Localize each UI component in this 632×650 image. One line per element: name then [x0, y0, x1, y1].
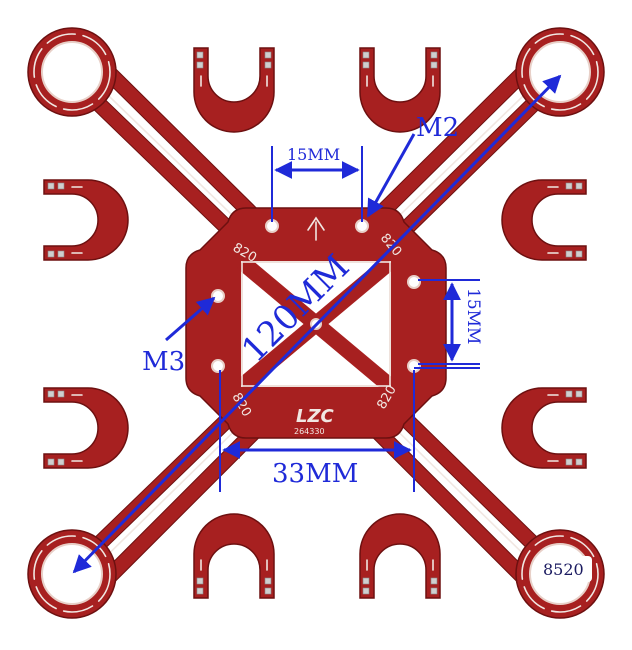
clip-right-top — [501, 179, 587, 261]
diagonal-dimension-line — [72, 74, 562, 574]
clip-top-left — [193, 47, 275, 133]
board-logo: LZC — [296, 406, 335, 427]
clip-left-bottom — [43, 387, 129, 469]
board-serial: 264330 — [294, 427, 325, 436]
motor-ring-top-right — [515, 27, 605, 117]
m2-callout-label: M2 — [416, 113, 459, 143]
mount-hole — [407, 275, 421, 289]
right-spacing-dimension-label: 15MM — [463, 288, 483, 344]
motor-ring-top-left — [27, 27, 117, 117]
bottom-spacing-dimension-label: 33MM — [272, 459, 358, 489]
mount-hole — [211, 359, 225, 373]
clip-right-bottom — [501, 387, 587, 469]
m3-callout-label: M3 — [142, 347, 185, 377]
clip-left-top — [43, 179, 129, 261]
m3-callout-line — [165, 296, 216, 342]
m2-callout-line — [366, 133, 416, 218]
mount-hole — [211, 289, 225, 303]
clip-bottom-left — [193, 513, 275, 599]
motor-size-label: 8520 — [543, 560, 584, 579]
top-spacing-dimension-label: 15MM — [287, 145, 340, 164]
clip-bottom-right — [359, 513, 441, 599]
